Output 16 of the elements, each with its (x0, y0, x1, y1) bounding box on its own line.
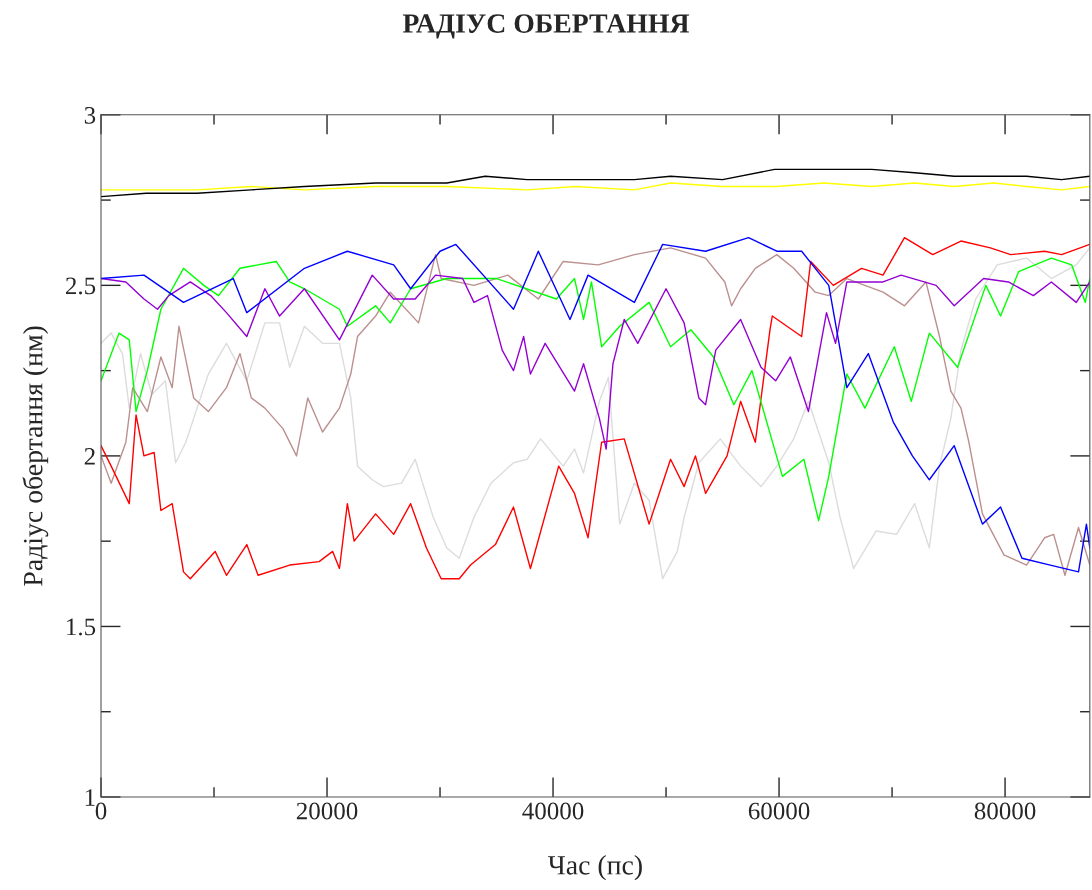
line-series (101, 168, 1090, 198)
y-tick-label: 1.5 (67, 618, 96, 636)
y-axis-title: Радіус обертання (нм) (22, 326, 49, 586)
x-tick-label: 60000 (748, 802, 810, 820)
x-axis-title: Час (пс) (548, 855, 642, 881)
x-tick-label: 40000 (522, 802, 584, 820)
line-series (101, 257, 1090, 522)
line-series (101, 274, 1090, 450)
chart-title: РАДІУС ОБЕРТАННЯ (402, 14, 690, 39)
x-tick-label: 20000 (296, 802, 358, 820)
y-tick-label: 2.5 (66, 277, 96, 295)
x-tick-label: 0 (95, 802, 107, 820)
y-tick-label: 2 (84, 448, 95, 465)
y-tick-label: 1 (85, 789, 95, 806)
x-tick-label: 80000 (974, 802, 1036, 820)
y-tick-label: 3 (84, 106, 96, 124)
